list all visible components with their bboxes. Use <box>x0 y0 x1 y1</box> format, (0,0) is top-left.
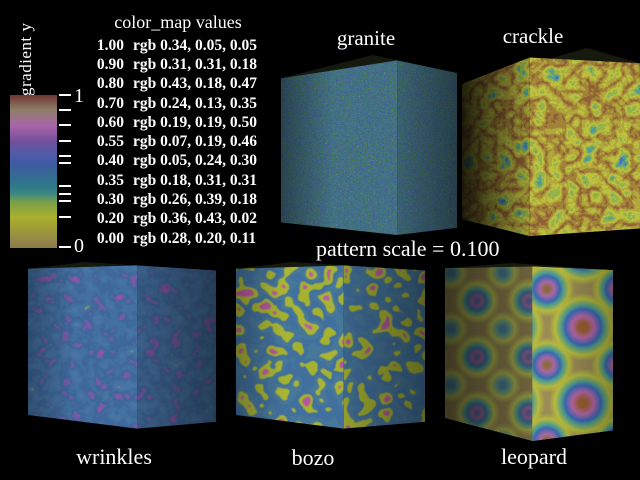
face-shading <box>28 265 138 429</box>
colormap-value: 0.30 <box>96 191 124 209</box>
colormap-row: 0.55 rgb 0.07, 0.19, 0.46 <box>91 132 257 151</box>
colormap-value: 0.80 <box>96 75 124 93</box>
colormap-list: 1.00 rgb 0.34, 0.05, 0.05 0.90 rgb 0.31, 0… <box>91 36 257 248</box>
colormap-rgb: rgb 0.43, 0.18, 0.47 <box>133 75 257 93</box>
wrinkles-label: wrinkles <box>76 444 152 469</box>
granite-cube <box>281 55 457 235</box>
granite-texture <box>281 60 398 235</box>
crackle-texture <box>529 57 640 237</box>
wrinkles-texture <box>137 265 216 429</box>
colormap-rgb: rgb 0.26, 0.39, 0.18 <box>133 191 257 209</box>
wrinkles-texture <box>28 265 138 429</box>
face-shading <box>445 266 533 441</box>
colormap-value: 0.55 <box>96 133 124 151</box>
colormap-row: 0.30 rgb 0.26, 0.39, 0.18 <box>91 190 257 209</box>
granite-cube-left-face <box>281 60 398 235</box>
colormap-value: 1.00 <box>96 36 124 54</box>
leopard-cube-right-face <box>532 266 613 441</box>
colormap-rgb: rgb 0.31, 0.31, 0.18 <box>133 55 257 73</box>
face-shading <box>137 265 216 429</box>
colormap-row: 0.80 rgb 0.43, 0.18, 0.47 <box>91 75 257 94</box>
bozo-texture <box>236 265 344 429</box>
crackle-cube-right-face <box>529 57 640 237</box>
colorbar-tick <box>59 185 71 187</box>
colorbar-tick <box>59 193 71 195</box>
leopard-cube-left-face <box>445 266 533 441</box>
colormap-rgb: rgb 0.18, 0.31, 0.31 <box>133 171 257 189</box>
colorbar-tick <box>59 155 71 157</box>
colormap-value: 0.70 <box>96 94 124 112</box>
pattern-scale-label: pattern scale = 0.100 <box>316 236 500 261</box>
wrinkles-cube-right-face <box>137 265 216 429</box>
bozo-cube-left-face <box>236 265 344 429</box>
colormap-rgb: rgb 0.07, 0.19, 0.46 <box>133 133 257 151</box>
colormap-rgb: rgb 0.34, 0.05, 0.05 <box>133 36 257 54</box>
leopard-cube <box>445 263 613 441</box>
colorbar-tick <box>59 124 71 126</box>
colormap-value: 0.35 <box>96 171 124 189</box>
face-shading <box>236 265 344 429</box>
face-shading <box>281 60 398 235</box>
colormap-value: 0.00 <box>96 229 124 247</box>
colormap-value: 0.20 <box>96 210 124 228</box>
face-shading <box>532 266 613 441</box>
colormap-value: 0.60 <box>96 113 124 131</box>
wrinkles-cube-left-face <box>28 265 138 429</box>
colormap-rgb: rgb 0.19, 0.19, 0.50 <box>133 113 257 131</box>
face-shading <box>397 60 457 235</box>
colormap-value: 0.90 <box>96 55 124 73</box>
colorbar-tick <box>59 140 71 142</box>
colormap-row: 0.20 rgb 0.36, 0.43, 0.02 <box>91 210 257 229</box>
crackle-label: crackle <box>502 24 564 48</box>
colorbar-tick <box>59 216 71 218</box>
colorbar-tick <box>59 200 71 202</box>
bozo-cube <box>236 262 425 432</box>
colormap-row: 0.70 rgb 0.24, 0.13, 0.35 <box>91 94 257 113</box>
granite-label: granite <box>336 26 396 50</box>
leopard-cube-top-face <box>445 263 613 271</box>
colormap-header: color_map values <box>114 12 242 32</box>
colormap-rgb: rgb 0.24, 0.13, 0.35 <box>133 94 257 112</box>
colormap-row: 1.00 rgb 0.34, 0.05, 0.05 <box>91 36 257 55</box>
colorbar-tick <box>59 109 71 111</box>
crackle-cube <box>462 48 640 238</box>
colormap-rgb: rgb 0.28, 0.20, 0.11 <box>133 229 257 247</box>
colormap-rgb: rgb 0.36, 0.43, 0.02 <box>133 210 257 228</box>
gradient-y-axis-label: gradient y <box>16 22 35 96</box>
colormap-row: 0.90 rgb 0.31, 0.31, 0.18 <box>91 55 257 74</box>
crackle-cube-left-face <box>462 57 530 237</box>
granite-cube-right-face <box>397 60 457 235</box>
granite-texture <box>397 60 457 235</box>
leopard-label: leopard <box>501 444 567 469</box>
colormap-row: 0.40 rgb 0.05, 0.24, 0.30 <box>91 152 257 171</box>
face-shading <box>462 57 530 237</box>
colormap-row: 0.00 rgb 0.28, 0.20, 0.11 <box>91 229 257 248</box>
face-shading <box>343 265 425 429</box>
colormap-row: 0.35 rgb 0.18, 0.31, 0.31 <box>91 171 257 190</box>
bozo-label: bozo <box>291 445 335 470</box>
bozo-texture <box>343 265 425 429</box>
colorbar-tick <box>59 94 71 96</box>
colorbar-tick <box>59 162 71 164</box>
colorbar-min-label: 0 <box>74 235 84 257</box>
gradient-colorbar <box>10 95 57 248</box>
colorbar-tick <box>59 246 71 248</box>
colormap-rgb: rgb 0.05, 0.24, 0.30 <box>133 152 257 170</box>
colorbar-max-label: 1 <box>74 85 84 107</box>
wrinkles-cube <box>28 262 216 432</box>
colormap-value: 0.40 <box>96 152 124 170</box>
bozo-cube-right-face <box>343 265 425 429</box>
colormap-row: 0.60 rgb 0.19, 0.19, 0.50 <box>91 113 257 132</box>
